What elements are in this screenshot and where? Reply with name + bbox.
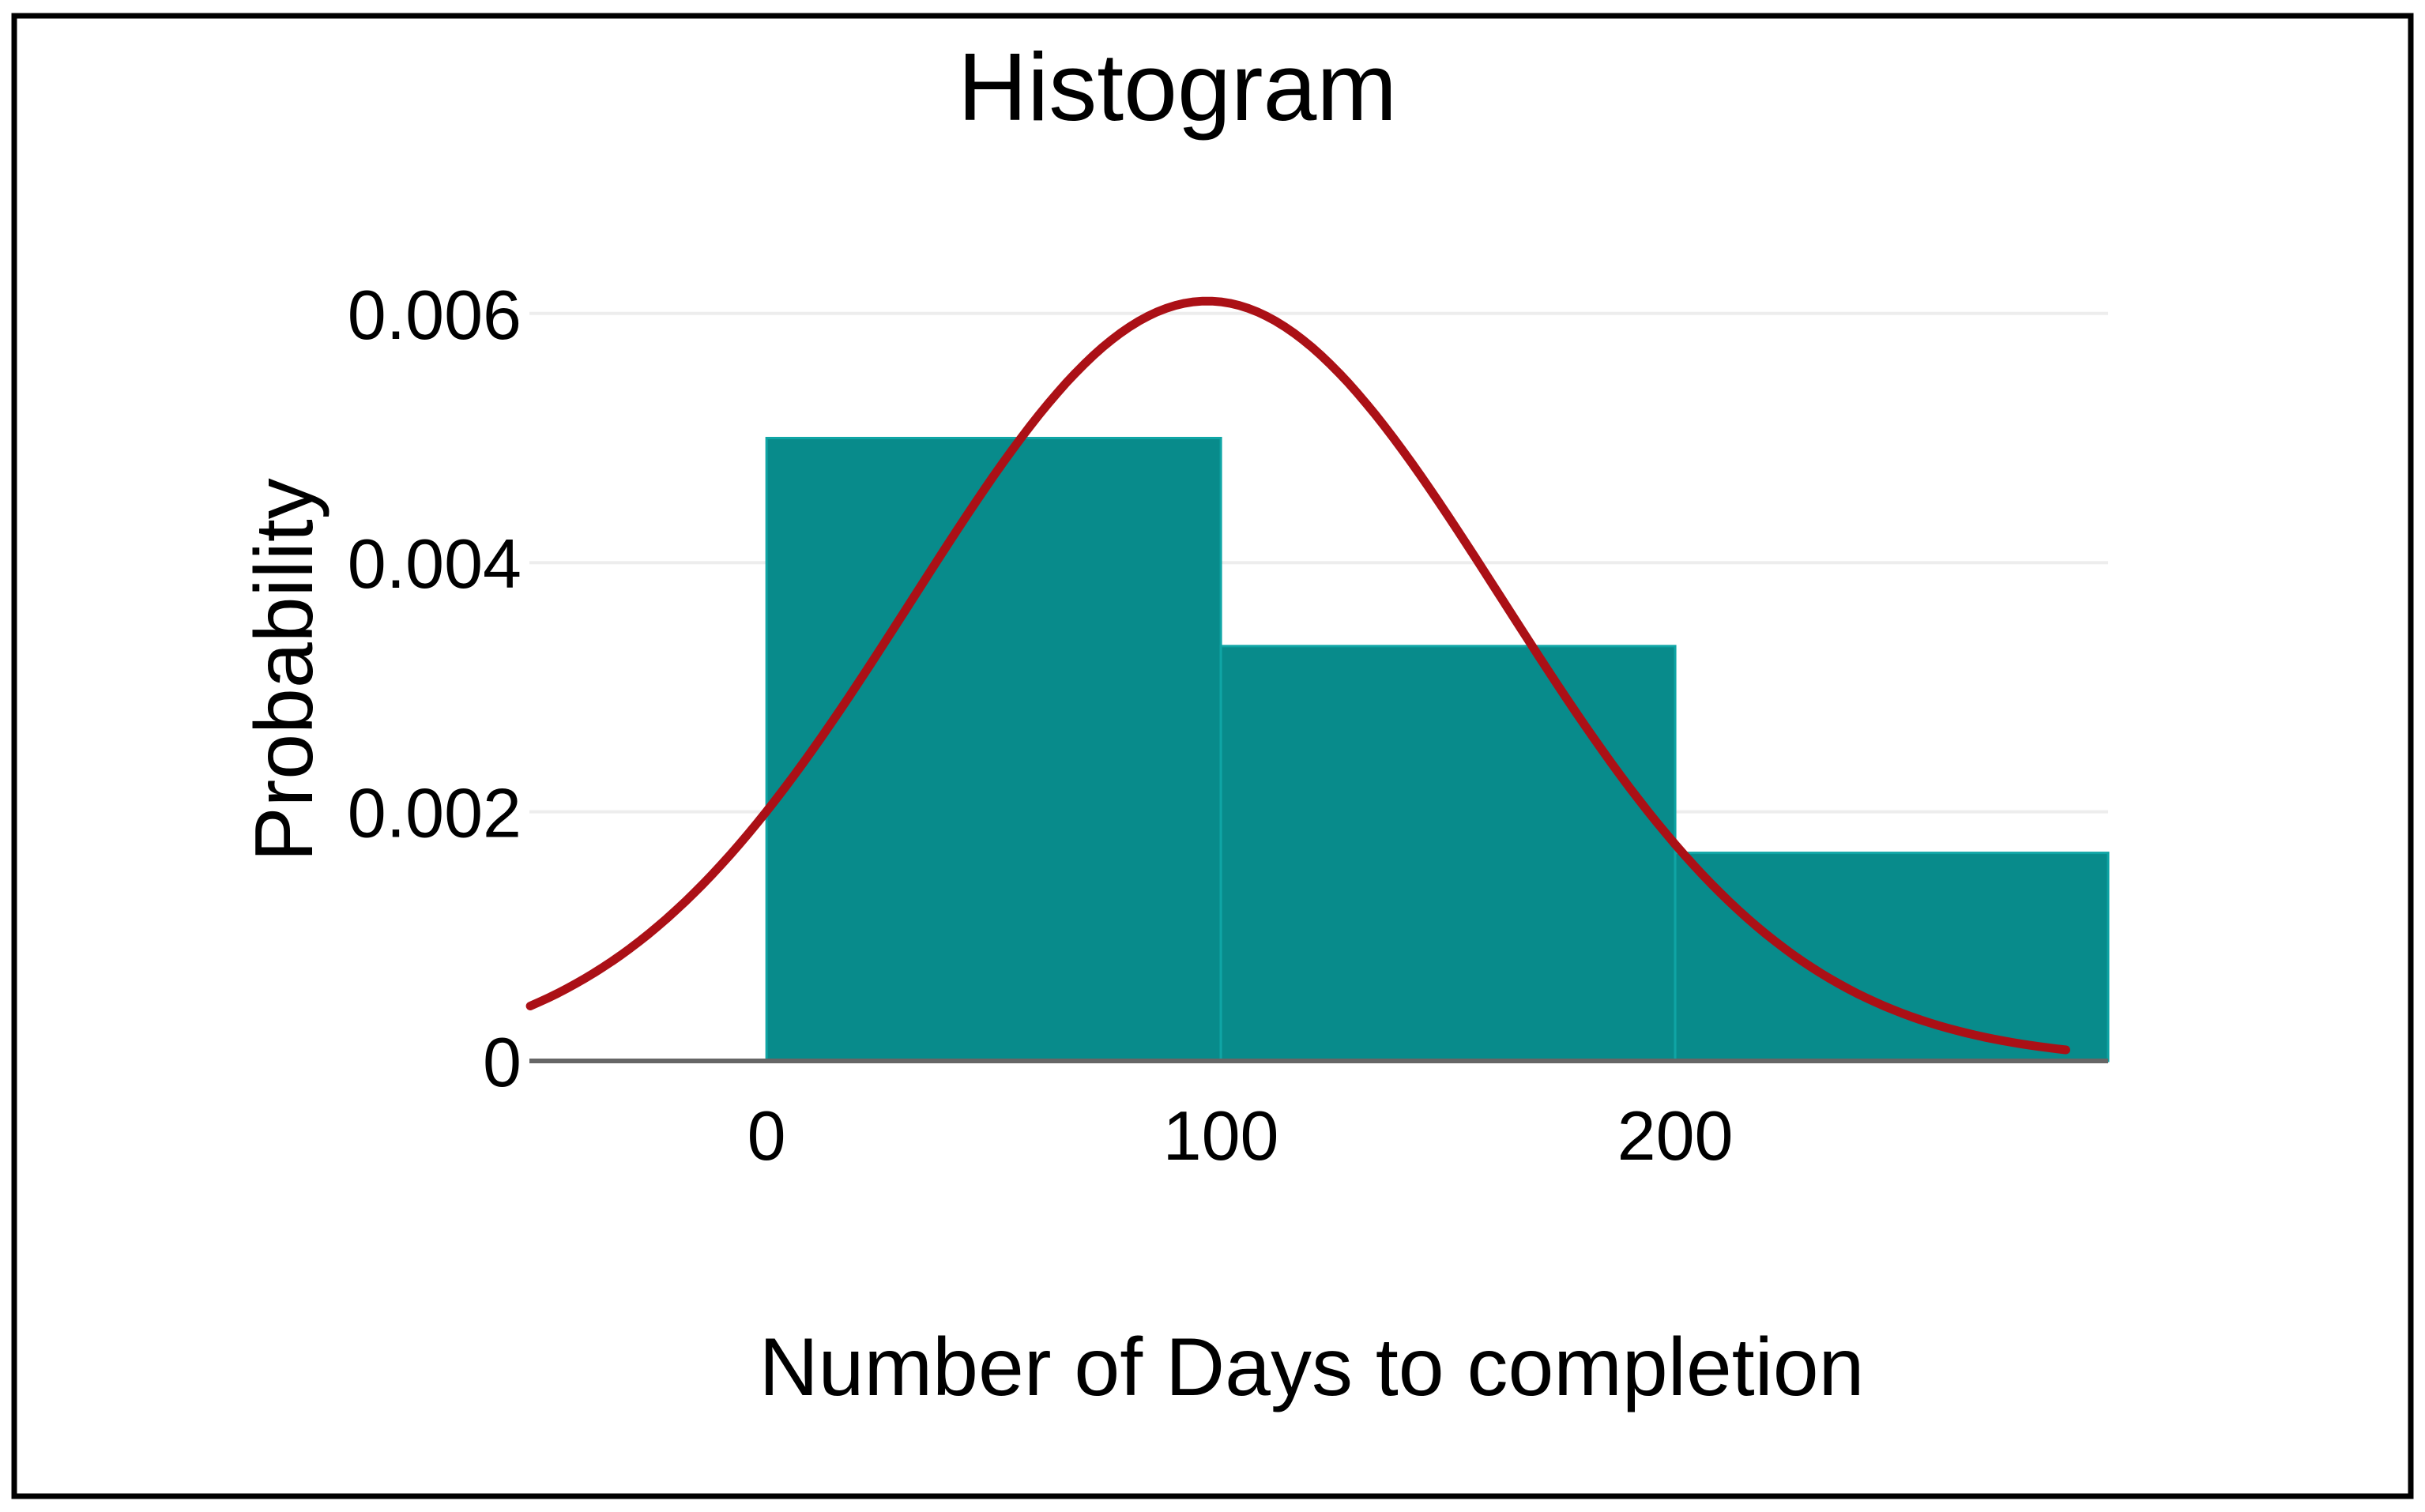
histogram-bar-3 — [1674, 852, 2110, 1063]
y-tick-label-0: 0 — [483, 1023, 522, 1101]
histogram-bar-2 — [1219, 645, 1677, 1063]
x-axis-title: Number of Days to completion — [759, 1322, 1865, 1413]
normal-density-curve — [525, 296, 2070, 1055]
y-tick-label-0.006: 0.006 — [348, 276, 522, 354]
y-axis-title: Probability — [239, 478, 330, 862]
x-tick-label-100: 100 — [1163, 1096, 1279, 1175]
page-border — [11, 13, 2414, 1499]
y-tick-label-0.004: 0.004 — [348, 525, 522, 603]
x-tick-label-200: 200 — [1617, 1096, 1734, 1175]
density-curve-layer — [525, 296, 2070, 1055]
chart-title: Histogram — [958, 33, 1397, 141]
histogram-bars-layer — [765, 437, 2110, 1063]
histogram-bar-1 — [765, 437, 1222, 1063]
x-tick-label-0: 0 — [747, 1096, 786, 1175]
y-tick-label-0.002: 0.002 — [348, 774, 522, 852]
tick-label-layer: 0 0.002 0.004 0.006 0 100 200 — [348, 276, 1734, 1175]
